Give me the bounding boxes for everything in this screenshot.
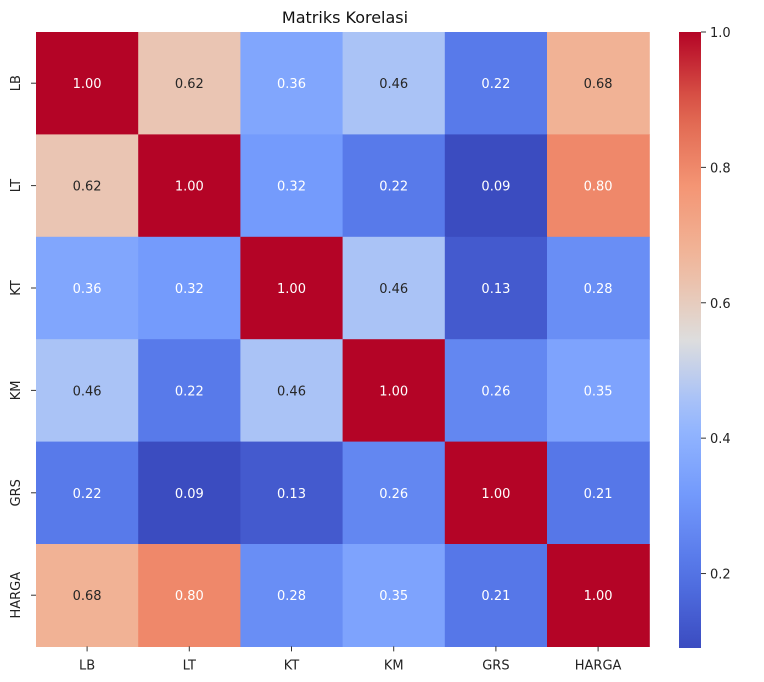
cell-value-label: 0.28 <box>277 589 306 604</box>
cell-value-label: 0.80 <box>175 589 204 604</box>
heatmap-cell <box>547 32 650 135</box>
heatmap-cell <box>342 339 446 443</box>
cell-value-label: 0.46 <box>379 282 408 297</box>
heatmap-cell <box>240 339 344 443</box>
cell-value-label: 1.00 <box>277 282 306 297</box>
heatmap-cell <box>444 32 548 135</box>
cell-value-label: 0.13 <box>481 282 510 297</box>
heatmap-cell <box>342 441 446 545</box>
cell-value-label: 0.22 <box>175 384 204 399</box>
cell-value-label: 0.22 <box>379 180 408 195</box>
heatmap-cell <box>342 32 446 135</box>
cell-value-label: 0.21 <box>481 589 510 604</box>
heatmap-cell <box>342 134 446 238</box>
heatmap-cell <box>240 236 344 340</box>
y-axis: LB LT KT KM GRS HARGA <box>9 75 36 619</box>
cell-value-label: 1.00 <box>481 487 510 502</box>
cell-value-label: 1.00 <box>175 180 204 195</box>
heatmap-cell <box>240 134 344 238</box>
heatmap-cells: 1.00 0.62 0.36 0.46 0.22 0.68 0.62 1.00 0.32 0.22… <box>36 32 650 647</box>
cell-value-label: 0.26 <box>379 487 408 502</box>
heatmap-cell <box>36 32 139 135</box>
colorbar-tick-label: 0.2 <box>710 568 731 583</box>
x-tick-label: HARGA <box>575 658 622 673</box>
colorbar-gradient <box>679 32 701 648</box>
colorbar-tick-label: 0.8 <box>710 161 731 176</box>
heatmap-cell <box>444 339 548 443</box>
heatmap-cell <box>36 236 139 340</box>
cell-value-label: 0.09 <box>481 180 510 195</box>
colorbar: 0.2 0.4 0.6 0.8 1.0 <box>679 26 731 648</box>
cell-value-label: 0.28 <box>584 282 613 297</box>
x-tick-label: GRS <box>482 658 509 673</box>
cell-value-label: 0.35 <box>379 589 408 604</box>
cell-value-label: 0.21 <box>584 487 613 502</box>
cell-value-label: 0.46 <box>379 77 408 92</box>
x-axis: LB LT KT KM GRS HARGA <box>79 646 622 673</box>
heatmap-cell <box>36 339 139 443</box>
colorbar-tick-label: 0.6 <box>710 297 731 312</box>
x-tick-label: LT <box>183 658 196 673</box>
cell-value-label: 0.22 <box>73 487 102 502</box>
heatmap-cell <box>444 544 548 647</box>
y-tick-label: KT <box>9 280 24 296</box>
cell-value-label: 0.13 <box>277 487 306 502</box>
heatmap-cell <box>342 544 446 647</box>
heatmap-cell <box>547 339 650 443</box>
heatmap-cell <box>444 441 548 545</box>
heatmap-cell <box>547 134 650 238</box>
cell-value-label: 0.36 <box>73 282 102 297</box>
cell-value-label: 0.36 <box>277 77 306 92</box>
y-tick-label: GRS <box>9 479 24 506</box>
cell-value-label: 0.46 <box>73 384 102 399</box>
cell-value-label: 1.00 <box>379 384 408 399</box>
cell-value-label: 0.62 <box>175 77 204 92</box>
cell-value-label: 0.26 <box>481 384 510 399</box>
heatmap-cell <box>240 32 344 135</box>
cell-value-label: 0.68 <box>584 77 613 92</box>
heatmap-cell <box>138 441 241 545</box>
colorbar-tick-label: 0.4 <box>710 432 731 447</box>
heatmap-cell <box>138 544 241 647</box>
x-tick-label: KM <box>384 658 404 673</box>
y-tick-label: LB <box>9 75 24 91</box>
heatmap-cell <box>547 441 650 545</box>
heatmap-cell <box>240 544 344 647</box>
cell-value-label: 0.32 <box>277 180 306 195</box>
heatmap-cell <box>444 236 548 340</box>
x-tick-label: KT <box>284 658 300 673</box>
cell-value-label: 0.68 <box>73 589 102 604</box>
x-tick-label: LB <box>79 658 95 673</box>
heatmap-cell <box>342 236 446 340</box>
heatmap-cell <box>138 134 241 238</box>
y-tick-label: LT <box>9 179 24 192</box>
cell-value-label: 0.09 <box>175 487 204 502</box>
heatmap-cell <box>36 544 139 647</box>
heatmap-cell <box>36 441 139 545</box>
heatmap-cell <box>138 32 241 135</box>
heatmap-cell <box>444 134 548 238</box>
y-tick-label: HARGA <box>9 572 24 619</box>
cell-value-label: 0.62 <box>73 180 102 195</box>
cell-value-label: 0.46 <box>277 384 306 399</box>
heatmap-cell <box>547 236 650 340</box>
heatmap-cell <box>138 236 241 340</box>
chart-title: Matriks Korelasi <box>282 8 408 27</box>
y-tick-label: KM <box>9 381 24 401</box>
cell-value-label: 0.35 <box>584 384 613 399</box>
heatmap-cell <box>36 134 139 238</box>
cell-value-label: 0.80 <box>584 180 613 195</box>
heatmap-cell <box>240 441 344 545</box>
heatmap-cell <box>547 544 650 647</box>
colorbar-tick-label: 1.0 <box>710 26 731 41</box>
cell-value-label: 0.22 <box>481 77 510 92</box>
heatmap-cell <box>138 339 241 443</box>
cell-value-label: 1.00 <box>584 589 613 604</box>
cell-value-label: 1.00 <box>73 77 102 92</box>
cell-value-label: 0.32 <box>175 282 204 297</box>
